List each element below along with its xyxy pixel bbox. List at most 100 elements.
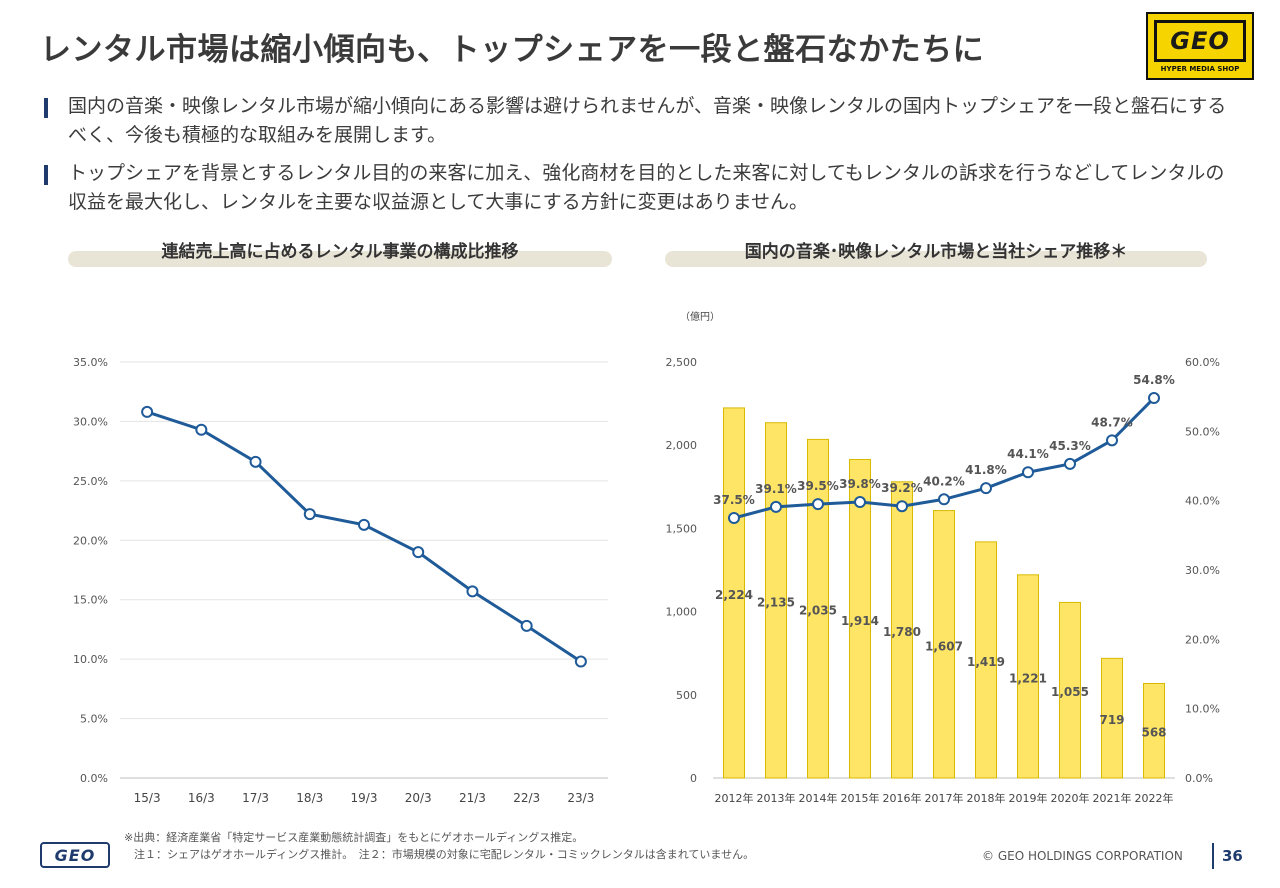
- bullet-2-text: トップシェアを背景とするレンタル目的の来客に加え、強化商材を目的とした来客に対し…: [68, 162, 1225, 213]
- y-left-tick-label: 500: [676, 689, 697, 702]
- y-tick-label: 20.0%: [73, 534, 108, 547]
- y-right-tick-label: 40.0%: [1185, 495, 1220, 508]
- share-value-label: 44.1%: [1007, 447, 1049, 461]
- share-point: [1106, 434, 1118, 447]
- bar: [849, 459, 871, 779]
- x-tick-label: 2015年: [841, 791, 880, 805]
- footnote-notes: 注１：シェアはゲオホールディングス推計。 注２：市場規模の対象に宅配レンタル・コ…: [134, 848, 755, 861]
- x-tick-label: 2013年: [757, 791, 796, 805]
- share-value-label: 37.5%: [713, 493, 755, 507]
- share-point: [896, 500, 908, 513]
- share-value-label: 39.8%: [839, 477, 881, 491]
- share-point: [854, 496, 866, 509]
- y-left-tick-label: 1,000: [666, 606, 698, 619]
- y-left-tick-label: 2,500: [666, 356, 698, 369]
- bar: [891, 481, 913, 779]
- data-point: [195, 423, 208, 436]
- bar-value-label: 1,221: [1009, 671, 1047, 685]
- y-left-tick-label: 2,000: [666, 439, 698, 452]
- left-line-chart: 0.0% 5.0% 10.0% 15.0% 20.0% 25.0% 30.0% 35.0% 15…: [73, 356, 608, 805]
- share-value-label: 40.2%: [923, 474, 965, 488]
- y-tick-label: 0.0%: [80, 772, 108, 785]
- right-chart-title: 国内の音楽･映像レンタル市場と当社シェア推移＊: [744, 242, 1128, 262]
- bar-value-label: 2,135: [757, 595, 795, 609]
- series-line: [146, 410, 582, 663]
- y-tick-label: 35.0%: [73, 356, 108, 369]
- bullet-1-text: 国内の音楽・映像レンタル市場が縮小傾向にある影響は避けられませんが、音楽・映像レ…: [68, 95, 1227, 146]
- x-tick-label: 20/3: [405, 791, 432, 805]
- share-value-label: 39.5%: [797, 479, 839, 493]
- footnote-source: ※出典：経済産業省「特定サービス産業動態統計調査」をもとにゲオホールディングス推…: [124, 831, 584, 844]
- bar-value-label: 1,419: [967, 655, 1005, 669]
- page-title: レンタル市場は縮小傾向も、トップシェアを一段と盤石なかたちに: [40, 32, 985, 68]
- x-tick-label: 2020年: [1051, 791, 1090, 805]
- share-point: [770, 500, 782, 513]
- share-point: [728, 512, 740, 524]
- y-unit-label: （億円）: [680, 310, 720, 323]
- data-point: [141, 405, 154, 418]
- share-point: [980, 482, 992, 495]
- x-tick-label: 2014年: [799, 791, 838, 805]
- x-tick-label: 2018年: [967, 791, 1006, 805]
- copyright: © GEO HOLDINGS CORPORATION: [982, 849, 1183, 863]
- page-number-divider: [1212, 843, 1214, 869]
- share-value-label: 39.2%: [881, 481, 923, 495]
- footer-geo-logo: GEO: [40, 842, 110, 868]
- y-left-tick-label: 0: [690, 772, 697, 785]
- left-chart-title-pill: [68, 251, 612, 267]
- share-point: [1064, 457, 1076, 470]
- geo-logo: GEO HYPER MEDIA SHOP: [1146, 12, 1254, 80]
- x-tick-label: 2019年: [1009, 791, 1048, 805]
- left-chart-title: 連結売上高に占めるレンタル事業の構成比推移: [161, 242, 519, 262]
- bullet-marker: [44, 98, 48, 118]
- geo-logo-subtitle: HYPER MEDIA SHOP: [1160, 65, 1240, 73]
- x-tick-label: 19/3: [351, 791, 378, 805]
- bar: [807, 438, 829, 779]
- x-tick-label: 15/3: [134, 791, 161, 805]
- bar-value-label: 2,035: [799, 604, 837, 618]
- bar: [765, 422, 787, 779]
- bar: [1101, 657, 1123, 779]
- share-point: [1022, 466, 1034, 479]
- data-point: [249, 455, 262, 468]
- bar-value-label: 1,607: [925, 639, 963, 653]
- share-value-label: 45.3%: [1049, 439, 1091, 453]
- data-point: [412, 546, 425, 559]
- x-tick-label: 22/3: [513, 791, 540, 805]
- bar-value-label: 1,055: [1051, 685, 1089, 699]
- y-right-tick-label: 20.0%: [1185, 633, 1220, 646]
- bar-value-label: 1,914: [841, 614, 879, 628]
- data-point: [520, 619, 533, 632]
- y-right-tick-label: 60.0%: [1185, 356, 1220, 369]
- bar: [975, 541, 997, 779]
- bar: [1143, 682, 1165, 779]
- y-tick-label: 5.0%: [80, 713, 108, 726]
- bar-value-label: 568: [1141, 726, 1166, 740]
- x-tick-label: 23/3: [567, 791, 594, 805]
- y-tick-label: 15.0%: [73, 594, 108, 607]
- x-tick-label: 21/3: [459, 791, 486, 805]
- bar: [1017, 574, 1039, 779]
- y-right-tick-label: 10.0%: [1185, 703, 1220, 716]
- x-tick-label: 2021年: [1093, 791, 1132, 805]
- share-value-label: 41.8%: [965, 463, 1007, 477]
- data-point: [466, 585, 479, 598]
- bar-value-label: 1,780: [883, 625, 921, 639]
- share-value-label: 48.7%: [1091, 415, 1133, 429]
- bar-value-label: 719: [1099, 713, 1124, 727]
- data-point: [574, 655, 587, 668]
- x-tick-label: 17/3: [242, 791, 269, 805]
- share-point: [812, 498, 824, 511]
- y-tick-label: 10.0%: [73, 653, 108, 666]
- data-point: [303, 508, 316, 521]
- bar: [723, 407, 745, 779]
- share-point: [938, 493, 950, 506]
- right-chart-title-pill: [665, 251, 1207, 267]
- bar: [933, 510, 955, 779]
- share-value-label: 54.8%: [1133, 373, 1175, 387]
- x-tick-label: 2022年: [1135, 791, 1174, 805]
- y-left-tick-label: 1,500: [666, 522, 698, 535]
- share-point: [1148, 392, 1160, 405]
- bullet-marker: [44, 165, 48, 185]
- y-tick-label: 30.0%: [73, 415, 108, 428]
